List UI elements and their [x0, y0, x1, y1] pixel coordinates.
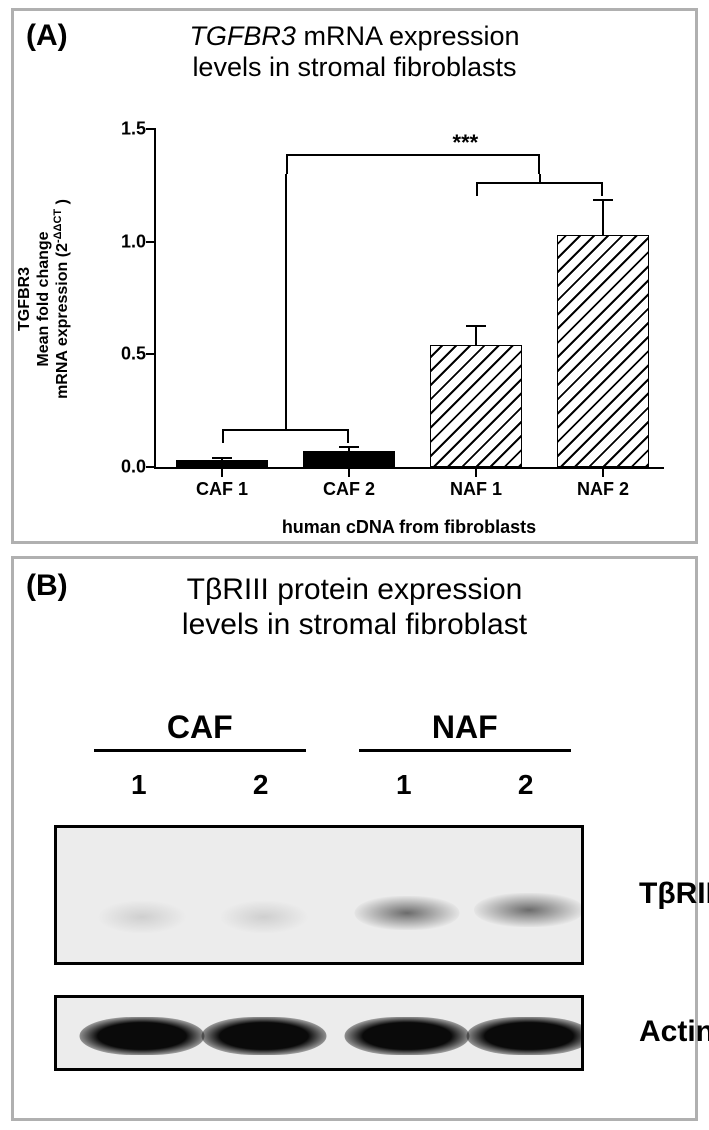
blot-label-actin: Actin [639, 1015, 709, 1049]
error-cap [212, 457, 232, 459]
bar-caf1 [176, 460, 267, 467]
panel-b-title: TβRIII protein expression levels in stro… [14, 573, 695, 642]
blot-label-tβriii: TβRIII [639, 877, 709, 911]
x-tick [602, 467, 604, 477]
plot-area: 0.00.51.01.5CAF 1CAF 2NAF 1NAF 2*** [154, 129, 664, 469]
error-cap [466, 325, 486, 327]
bracket-connector [285, 174, 287, 429]
band [97, 900, 187, 934]
panel-b-title-line2: levels in stromal fibroblast [182, 608, 527, 641]
ylabel-line3-pre: mRNA expression (2 [55, 243, 72, 399]
bracket-connector [539, 174, 541, 182]
lane-number: 1 [131, 769, 147, 801]
band [201, 1017, 326, 1055]
ylabel-line3-sup: -ΔΔCT [53, 209, 65, 243]
group-underline [94, 749, 306, 752]
x-tick-label: CAF 2 [323, 479, 375, 500]
ylabel-line3-post: ) [55, 199, 72, 209]
group-label-caf: CAF [167, 709, 233, 746]
x-tick [348, 467, 350, 477]
panel-b-title-line1: TβRIII protein expression [187, 573, 523, 606]
x-axis-label: human cDNA from fibroblasts [154, 517, 664, 538]
y-tick-label: 0.5 [106, 344, 146, 365]
bracket-main [286, 154, 540, 174]
x-tick-label: CAF 1 [196, 479, 248, 500]
error-bar [475, 326, 477, 345]
lane-number: 1 [396, 769, 412, 801]
bar-naf1 [430, 345, 521, 467]
band [344, 1017, 469, 1055]
bar-caf2 [303, 451, 394, 467]
x-tick [475, 467, 477, 477]
x-tick [221, 467, 223, 477]
y-tick [146, 466, 156, 468]
bracket-naf [476, 182, 603, 196]
panel-a-title-line2: levels in stromal fibroblasts [192, 52, 516, 82]
blot-box-actin [54, 995, 584, 1071]
error-cap [339, 446, 359, 448]
group-label-naf: NAF [432, 709, 498, 746]
lane-number: 2 [518, 769, 534, 801]
ylabel-line1: TGFBR3 [16, 267, 33, 331]
bar-chart: 0.00.51.01.5CAF 1CAF 2NAF 1NAF 2*** TGFB… [154, 129, 664, 469]
band [474, 893, 584, 927]
panel-a-title: TGFBR3 mRNA expression levels in stromal… [14, 21, 695, 83]
blot-box-tβriii [54, 825, 584, 965]
y-tick [146, 241, 156, 243]
band [219, 900, 309, 934]
significance-stars: *** [453, 130, 479, 156]
band [354, 896, 459, 930]
y-axis-label: TGFBR3 Mean fold change mRNA expression … [15, 149, 73, 449]
y-tick-label: 0.0 [106, 457, 146, 478]
x-tick-label: NAF 1 [450, 479, 502, 500]
panel-b: (B) TβRIII protein expression levels in … [11, 556, 698, 1121]
panel-a-title-italic: TGFBR3 [189, 21, 296, 51]
y-tick [146, 128, 156, 130]
y-tick-label: 1.5 [106, 119, 146, 140]
bracket-caf [222, 429, 349, 443]
error-cap [593, 199, 613, 201]
panel-a-title-rest: mRNA expression [296, 21, 520, 51]
lane-number: 2 [253, 769, 269, 801]
group-underline [359, 749, 571, 752]
ylabel-line2: Mean fold change [35, 231, 52, 366]
bar-naf2 [557, 235, 648, 467]
band [79, 1017, 204, 1055]
x-tick-label: NAF 2 [577, 479, 629, 500]
panel-a: (A) TGFBR3 mRNA expression levels in str… [11, 8, 698, 544]
band [466, 1017, 584, 1055]
error-bar [602, 200, 604, 235]
y-tick-label: 1.0 [106, 231, 146, 252]
y-tick [146, 353, 156, 355]
